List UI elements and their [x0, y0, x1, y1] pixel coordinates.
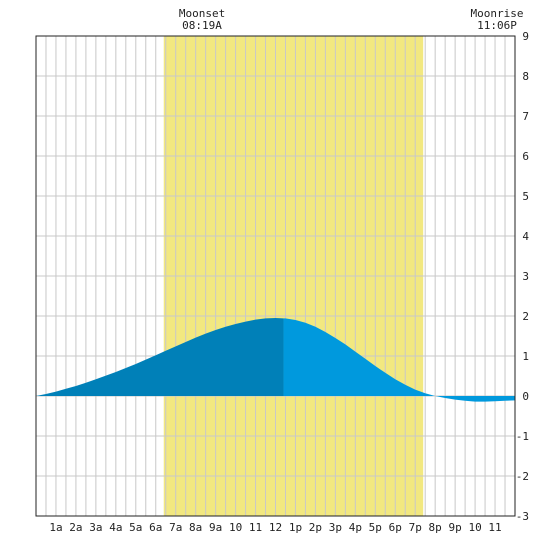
- y-tick-label: 8: [522, 70, 529, 83]
- x-tick-label: 9a: [209, 521, 222, 534]
- x-tick-label: 6a: [149, 521, 162, 534]
- x-tick-label: 2p: [309, 521, 322, 534]
- x-tick-label: 5p: [369, 521, 382, 534]
- x-tick-label: 5a: [129, 521, 142, 534]
- y-tick-label: 0: [522, 390, 529, 403]
- y-tick-label: -1: [516, 430, 529, 443]
- x-tick-label: 1p: [289, 521, 302, 534]
- x-tick-label: 1a: [49, 521, 62, 534]
- y-tick-label: 6: [522, 150, 529, 163]
- y-tick-label: 3: [522, 270, 529, 283]
- x-tick-label: 6p: [389, 521, 402, 534]
- x-tick-label: 2a: [69, 521, 82, 534]
- y-tick-label: 2: [522, 310, 529, 323]
- moonset-time: 08:19A: [182, 19, 222, 32]
- x-tick-label: 4a: [109, 521, 122, 534]
- x-tick-label: 8p: [429, 521, 442, 534]
- x-tick-label: 11: [249, 521, 262, 534]
- x-tick-label: 8a: [189, 521, 202, 534]
- moonset-label: Moonset: [179, 7, 225, 20]
- x-tick-label: 4p: [349, 521, 362, 534]
- x-tick-label: 10: [468, 521, 481, 534]
- x-tick-label: 3a: [89, 521, 102, 534]
- y-tick-label: 5: [522, 190, 529, 203]
- x-tick-label: 11: [488, 521, 501, 534]
- y-tick-label: 1: [522, 350, 529, 363]
- x-tick-label: 9p: [449, 521, 462, 534]
- moonrise-label: Moonrise: [471, 7, 524, 20]
- y-tick-label: 4: [522, 230, 529, 243]
- x-tick-label: 7p: [409, 521, 422, 534]
- x-tick-label: 10: [229, 521, 242, 534]
- x-tick-label: 12: [269, 521, 282, 534]
- plot-frame: [35, 35, 516, 517]
- tide-area-rising-segment: [283, 318, 515, 402]
- y-tick-label: -2: [516, 470, 529, 483]
- x-tick-label: 7a: [169, 521, 182, 534]
- x-tick-label: 3p: [329, 521, 342, 534]
- y-tick-label: 7: [522, 110, 529, 123]
- y-tick-label: -3: [516, 510, 529, 523]
- moonrise-time: 11:06P: [477, 19, 517, 32]
- y-tick-label: 9: [522, 30, 529, 43]
- tide-area-falling-segment: [36, 318, 284, 396]
